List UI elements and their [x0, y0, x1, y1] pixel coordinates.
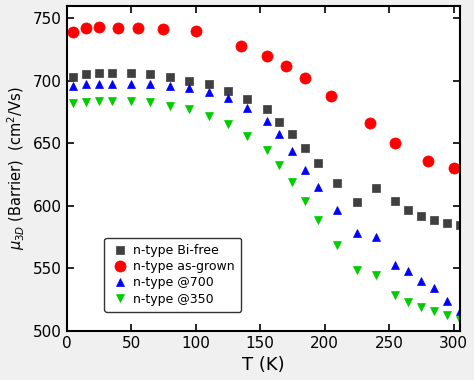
n-type as-grown [238, 43, 244, 48]
n-type @350 [96, 98, 102, 103]
n-type @700 [109, 82, 115, 87]
n-type as-grown [425, 158, 430, 163]
n-type @350 [109, 98, 115, 103]
n-type @700 [147, 82, 153, 87]
n-type @350 [444, 312, 450, 317]
n-type @700 [128, 82, 134, 87]
n-type @350 [225, 122, 231, 127]
n-type Bi-free [457, 222, 463, 227]
n-type @350 [354, 268, 360, 272]
n-type @350 [374, 272, 379, 277]
n-type as-grown [70, 30, 76, 34]
n-type @700 [290, 149, 295, 153]
n-type @350 [335, 242, 340, 247]
Y-axis label: $\mu_{3D}$ (Barrier)  (cm$^2$/Vs): $\mu_{3D}$ (Barrier) (cm$^2$/Vs) [6, 87, 27, 250]
n-type Bi-free [302, 146, 308, 150]
n-type @350 [277, 162, 283, 167]
n-type as-grown [135, 26, 140, 30]
n-type @350 [147, 100, 153, 104]
n-type @350 [70, 101, 76, 106]
n-type @350 [431, 309, 437, 313]
n-type @700 [315, 185, 321, 189]
n-type @350 [186, 107, 192, 112]
n-type @700 [186, 86, 192, 90]
n-type @700 [431, 286, 437, 291]
n-type Bi-free [167, 74, 173, 79]
n-type Bi-free [109, 71, 115, 76]
n-type @700 [302, 167, 308, 172]
Line: n-type @700: n-type @700 [69, 80, 464, 315]
n-type @700 [264, 119, 269, 123]
n-type as-grown [96, 25, 102, 29]
n-type as-grown [328, 93, 334, 98]
n-type @350 [392, 293, 398, 297]
n-type @700 [457, 309, 463, 313]
n-type @700 [167, 83, 173, 88]
n-type as-grown [392, 141, 398, 146]
n-type Bi-free [335, 181, 340, 185]
n-type @350 [167, 103, 173, 108]
n-type as-grown [83, 26, 89, 30]
n-type @350 [264, 147, 269, 152]
n-type Bi-free [147, 72, 153, 77]
n-type as-grown [115, 26, 121, 30]
n-type Bi-free [128, 71, 134, 76]
n-type @350 [406, 300, 411, 304]
n-type @350 [457, 317, 463, 322]
n-type @700 [406, 269, 411, 273]
Legend: n-type Bi-free, n-type as-grown, n-type @700, n-type @350: n-type Bi-free, n-type as-grown, n-type … [104, 238, 241, 312]
X-axis label: T (K): T (K) [242, 356, 284, 374]
n-type @700 [96, 82, 102, 87]
n-type @700 [70, 83, 76, 88]
n-type @350 [419, 305, 424, 310]
n-type Bi-free [96, 71, 102, 76]
n-type as-grown [367, 121, 373, 125]
n-type Bi-free [245, 97, 250, 102]
n-type @350 [315, 217, 321, 222]
Line: n-type @350: n-type @350 [69, 97, 464, 324]
n-type Bi-free [290, 132, 295, 137]
n-type @700 [225, 96, 231, 100]
n-type @700 [419, 279, 424, 283]
n-type Bi-free [315, 161, 321, 166]
n-type @700 [444, 299, 450, 303]
n-type @700 [354, 231, 360, 236]
n-type @350 [290, 180, 295, 184]
n-type Bi-free [264, 107, 269, 112]
n-type as-grown [283, 63, 289, 68]
n-type Bi-free [406, 207, 411, 212]
n-type Bi-free [186, 78, 192, 83]
n-type Bi-free [206, 82, 211, 87]
n-type Bi-free [374, 186, 379, 191]
n-type as-grown [302, 76, 308, 81]
n-type Bi-free [444, 221, 450, 226]
n-type @700 [277, 132, 283, 137]
n-type Bi-free [225, 89, 231, 93]
n-type @350 [245, 133, 250, 138]
n-type @700 [335, 207, 340, 212]
n-type Bi-free [354, 200, 360, 204]
n-type @350 [128, 98, 134, 103]
n-type Bi-free [431, 217, 437, 222]
n-type as-grown [193, 28, 199, 33]
n-type Bi-free [419, 214, 424, 218]
n-type @700 [392, 263, 398, 267]
n-type @700 [374, 235, 379, 239]
n-type Bi-free [70, 74, 76, 79]
n-type as-grown [451, 166, 456, 171]
n-type Bi-free [83, 72, 89, 77]
n-type Bi-free [277, 120, 283, 124]
n-type @700 [83, 82, 89, 87]
n-type @350 [206, 114, 211, 118]
n-type @350 [302, 199, 308, 203]
n-type as-grown [161, 27, 166, 32]
n-type @700 [245, 106, 250, 111]
n-type @700 [206, 90, 211, 94]
n-type @350 [83, 100, 89, 104]
n-type Bi-free [392, 199, 398, 203]
Line: n-type as-grown: n-type as-grown [68, 21, 459, 174]
Line: n-type Bi-free: n-type Bi-free [69, 69, 464, 229]
n-type as-grown [264, 53, 269, 58]
